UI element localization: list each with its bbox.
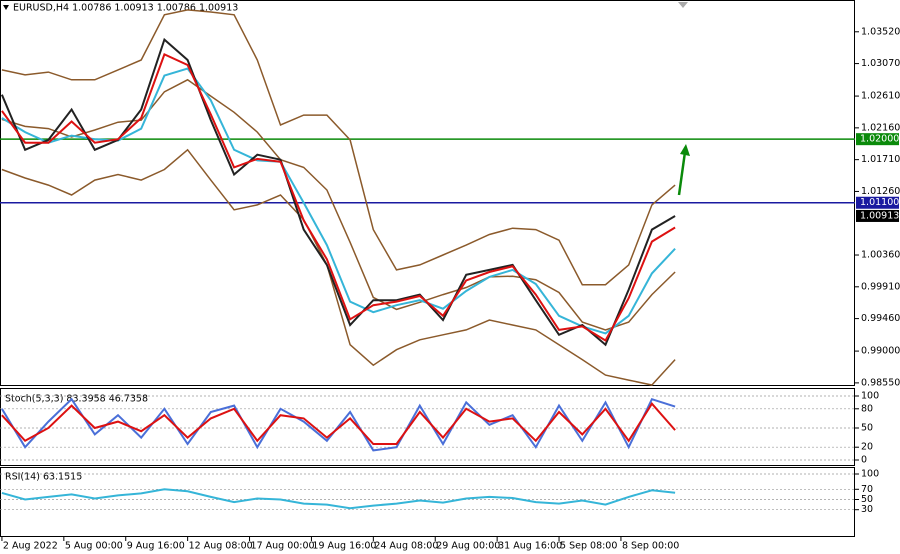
y-tick-label: 0 [861, 455, 867, 466]
series-line [1, 488, 676, 510]
price-tag [856, 133, 899, 146]
y-tick-label: 1.02160 [861, 122, 900, 133]
y-tick-label: 30 [861, 504, 873, 515]
panel-title: Stoch(5,3,3) 83.3958 46.7358 [5, 394, 148, 405]
x-tick-label: 5 Aug 00:00 [65, 541, 123, 552]
y-tick-label: 100 [861, 469, 879, 480]
x-tick-label: 12 Aug 08:00 [189, 541, 253, 552]
x-tick-label: 19 Aug 16:00 [312, 541, 376, 552]
stoch-panel [0, 388, 855, 466]
x-tick-label: 9 Aug 16:00 [127, 541, 185, 552]
y-tick-label: 0.99000 [861, 346, 900, 357]
rsi-panel [0, 467, 855, 537]
x-tick-label: 8 Sep 00:00 [622, 541, 679, 552]
x-tick-label: 17 Aug 00:00 [251, 541, 315, 552]
x-tick-label: 29 Aug 00:00 [436, 541, 500, 552]
arrow-head [680, 144, 690, 156]
main-panel [0, 0, 855, 386]
y-tick-label: 1.01710 [861, 154, 900, 165]
menu-triangle [3, 5, 9, 10]
price-tag [856, 196, 899, 209]
x-tick-label: 2 Aug 2022 [3, 541, 58, 552]
y-tick-label: 1.00360 [861, 250, 900, 261]
last-price-label: 1.00913 [860, 210, 899, 221]
series-line [1, 397, 676, 452]
y-tick-label: 1.01260 [861, 186, 900, 197]
y-tick-label: 1.03070 [861, 58, 900, 69]
panel-title: EURUSD,H4 1.00786 1.00913 1.00786 1.0091… [13, 3, 238, 14]
series-line [1, 148, 676, 386]
y-tick-label: 1.02610 [861, 91, 900, 102]
y-tick-label: 70 [861, 484, 873, 495]
x-tick-label: 5 Sep 08:00 [560, 541, 617, 552]
series-line [0, 37, 676, 347]
y-tick-label: 50 [861, 494, 873, 505]
price-tag-label: 1.01100 [860, 197, 899, 208]
x-tick-label: 31 Aug 16:00 [498, 541, 562, 552]
y-tick-label: 80 [861, 403, 873, 414]
y-tick-label: 50 [861, 423, 873, 434]
y-tick-label: 20 [861, 442, 873, 453]
y-tick-label: 100 [861, 391, 879, 402]
y-tick-label: 0.99460 [861, 313, 900, 324]
price-tag-label: 1.02000 [860, 134, 899, 145]
panel-title: RSI(14) 63.1515 [5, 472, 82, 483]
y-tick-label: 0.99910 [861, 281, 900, 292]
x-tick-label: 24 Aug 08:00 [374, 541, 438, 552]
series-line [1, 9, 676, 286]
series-line [1, 53, 676, 342]
arrow-shaft [677, 151, 687, 196]
y-tick-label: 1.03520 [861, 26, 900, 37]
series-line [1, 402, 676, 445]
last-price-tag [856, 209, 899, 222]
series-line [1, 78, 676, 331]
shift-marker [678, 2, 688, 8]
y-tick-label: 0.98550 [861, 377, 900, 388]
